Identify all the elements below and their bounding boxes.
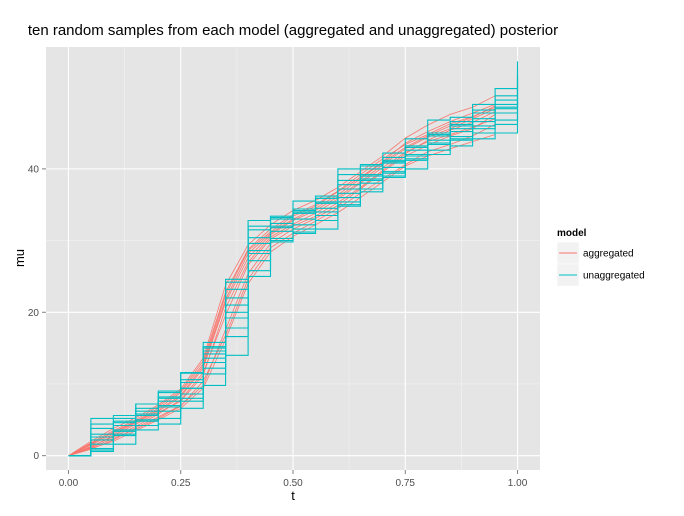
aggregated-series-5 <box>68 111 496 457</box>
x-tick-label: 1.00 <box>508 478 528 489</box>
x-tick-label: 0.25 <box>171 478 191 489</box>
unaggregated-series-4 <box>68 75 519 457</box>
legend-label-aggregated: aggregated <box>583 249 634 260</box>
x-tick-label: 0.75 <box>396 478 416 489</box>
chart-title: ten random samples from each model (aggr… <box>28 22 558 39</box>
aggregated-series-7 <box>68 106 496 457</box>
aggregated-series-2 <box>68 104 496 457</box>
legend-entries: aggregated unaggregated <box>556 241 645 287</box>
x-tick-label: 0.50 <box>283 478 303 489</box>
aggregated-series-1 <box>68 118 496 457</box>
unaggregated-series-10 <box>68 75 519 457</box>
x-axis-title: t <box>291 488 295 503</box>
unaggregated-series-8 <box>68 97 519 457</box>
y-axis-title: mu <box>12 249 27 267</box>
legend: model aggregated unaggregated <box>556 228 645 287</box>
legend-title: model <box>557 228 587 239</box>
y-tick-label: 0 <box>33 451 39 462</box>
x-tick-label: 0.00 <box>59 478 79 489</box>
x-axis-ticks: 0.00 0.25 0.50 0.75 1.00 <box>59 470 528 489</box>
series-lines <box>68 61 519 457</box>
y-tick-label: 40 <box>28 164 40 175</box>
y-axis-ticks: 0 20 40 <box>28 164 46 462</box>
legend-label-unaggregated: unaggregated <box>583 271 645 282</box>
y-tick-label: 20 <box>28 308 40 319</box>
aggregated-series-9 <box>68 134 496 457</box>
